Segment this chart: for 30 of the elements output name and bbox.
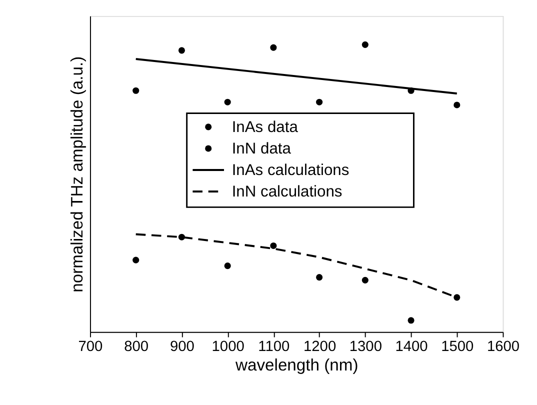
x-tick-label: 1100: [258, 338, 290, 355]
x-tick-label: 1400: [395, 338, 428, 355]
point: [408, 317, 414, 324]
x-tick-label: 800: [124, 338, 149, 355]
x-tick-label: 1200: [303, 338, 336, 355]
x-tick-label: 1300: [349, 338, 382, 355]
point: [270, 242, 277, 249]
point: [132, 256, 140, 264]
point: [178, 47, 185, 54]
x-axis-title: wavelength (nm): [234, 356, 358, 375]
x-tick-label: 1000: [212, 338, 244, 355]
legend-label: InN data: [232, 140, 292, 158]
x-tick-label: 900: [170, 338, 194, 355]
legend-label: InAs calculations: [232, 162, 350, 179]
point: [362, 41, 368, 48]
point: [270, 44, 277, 51]
point: [454, 294, 460, 301]
point: [224, 262, 231, 270]
x-tick-label: 1600: [486, 338, 520, 355]
legend-label: InAs data: [232, 118, 298, 136]
point: [316, 98, 323, 106]
point: [224, 98, 231, 106]
legend-label: InN calculations: [232, 183, 342, 200]
point: [132, 87, 140, 94]
point: [454, 102, 460, 108]
point: [362, 276, 368, 284]
y-axis-title: normalized THz amplitude (a.u.): [68, 56, 87, 292]
x-tick-label: 1500: [441, 338, 474, 355]
x-tick-label: 700: [78, 338, 103, 355]
point: [316, 274, 323, 281]
